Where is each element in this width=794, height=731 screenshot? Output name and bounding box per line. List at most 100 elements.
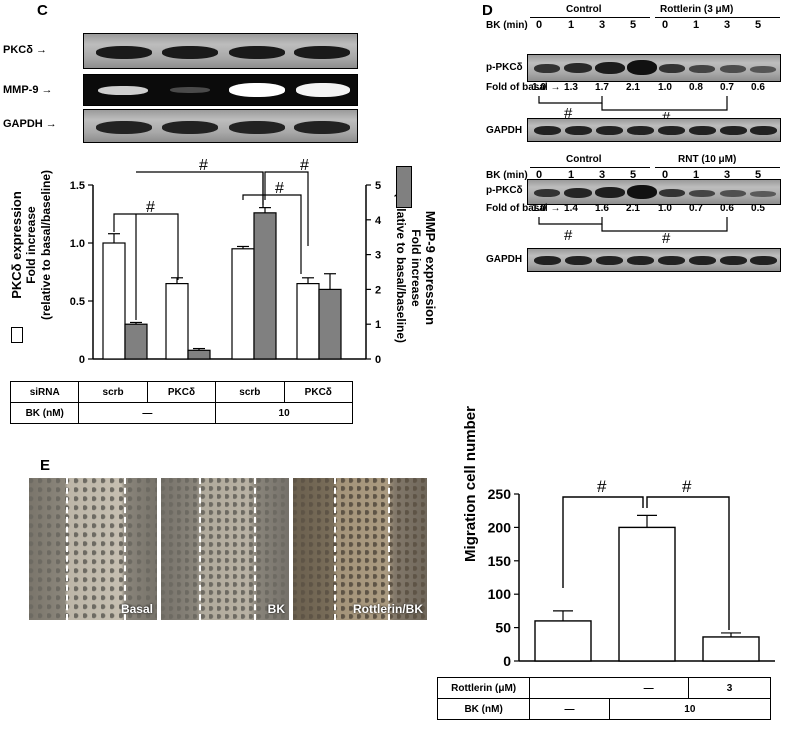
d-top-group1: Control — [566, 4, 602, 15]
chart-c-bar-mmp9 — [318, 288, 342, 360]
d-top-fold-value: 1.0 — [532, 82, 546, 93]
chart-e-tick-label: 200 — [488, 519, 512, 535]
table-c-cell: — — [78, 402, 217, 424]
table-c-cell: 10 — [215, 402, 353, 424]
gapdh-blot-label-c: GAPDH → — [3, 118, 57, 130]
d-top-fold-value: 1.0 — [658, 82, 672, 93]
micro-label-bk: BK — [267, 602, 285, 616]
micro-label-rottlerin-bk: Rottlerin/BK — [353, 602, 423, 616]
chart-c-left-tick-label: 1.5 — [70, 180, 85, 192]
micro-image-bk: BK — [161, 478, 289, 620]
d-bottom-time-label: 1 — [692, 169, 700, 181]
chart-c-right-tick-label: 0 — [375, 354, 381, 366]
d-top-fold-value: 1.7 — [595, 82, 609, 93]
chart-e-sig-mark: # — [597, 477, 607, 496]
d-bottom-bk-label: BK (min) — [486, 170, 528, 181]
pkcd-blot — [83, 33, 358, 69]
chart-c-bar-pkcd — [165, 283, 189, 360]
condition-table-e: Rottlerin (μM) — 3 BK (nM) — 10 — [436, 677, 772, 720]
d-top-gapdh-blot — [527, 118, 781, 142]
table-e-row1-label: Rottlerin (μM) — [436, 677, 531, 699]
chart-c-bar-mmp9 — [187, 349, 211, 360]
d-top-time-label: 0 — [535, 19, 543, 31]
table-c-cell: scrb — [78, 381, 148, 403]
chart-c-bracket — [113, 213, 179, 280]
chart-e-tick-label: 0 — [503, 653, 511, 669]
chart-c-bar-pkcd — [102, 242, 126, 360]
chart-c-bracket — [136, 171, 264, 208]
d-sig-mark: # — [564, 105, 573, 122]
d-sig-mark: # — [564, 227, 573, 244]
condition-table-c: siRNA scrb PKCδ scrb PKCδ BK (nM) — 10 — [9, 381, 354, 424]
chart-c-bracket — [264, 171, 309, 246]
d-bottom-group1: Control — [566, 154, 602, 165]
chart-c-sig-mark: # — [199, 157, 208, 174]
d-top-group2-line — [655, 17, 780, 18]
d-top-bk-label: BK (min) — [486, 20, 528, 31]
d-bottom-time-label: 5 — [629, 169, 637, 181]
chart-e-bar — [618, 526, 676, 662]
chart-c-right-tick-label: 5 — [375, 180, 381, 192]
table-e-cell: — — [609, 677, 690, 699]
panel-d-letter: D — [482, 2, 493, 19]
table-c-row1-label: siRNA — [9, 381, 80, 403]
pkcd-blot-label: PKCδ → — [3, 44, 47, 56]
gapdh-blot-c — [83, 109, 358, 143]
chart-c-left-tick-label: 0 — [79, 354, 85, 366]
chart-e-bar — [534, 620, 592, 662]
chart-e-tick-label: 150 — [488, 553, 512, 569]
chart-c-right-tick-label: 3 — [375, 250, 381, 262]
table-c-cell: scrb — [215, 381, 285, 403]
chart-e-tick-label: 100 — [488, 586, 512, 602]
d-bottom-fold-value: 0.5 — [751, 203, 765, 214]
table-e-cell: 10 — [608, 698, 772, 720]
chart-c-bar-pkcd — [296, 283, 320, 360]
d-bottom-group1-line — [530, 167, 650, 168]
d-bottom-time-label: 3 — [723, 169, 731, 181]
chart-e-ylabel: Migration cell number — [462, 406, 479, 562]
d-bracket — [601, 217, 728, 232]
chart-c-right-tick-label: 2 — [375, 284, 381, 296]
d-bottom-fold-value: 1.0 — [658, 203, 672, 214]
chart-e-bracket — [562, 496, 644, 588]
d-bottom-fold-value: 0.7 — [689, 203, 703, 214]
micro-image-basal: Basal — [29, 478, 157, 620]
legend-white-swatch — [11, 327, 23, 343]
mmp9-blot-label: MMP-9 → — [3, 84, 53, 96]
chart-c-left-tick-label: 1.0 — [70, 238, 85, 250]
mmp9-blot — [83, 74, 358, 106]
d-bottom-fold-value: 1.4 — [564, 203, 578, 214]
d-bottom-fold-value: 0.6 — [720, 203, 734, 214]
d-top-fold-value: 0.7 — [720, 82, 734, 93]
chart-e-tick-label: 50 — [495, 620, 511, 636]
chart-e-sig-mark: # — [682, 477, 692, 496]
d-bottom-fold-value: 2.1 — [626, 203, 640, 214]
d-top-pkcd-blot — [527, 54, 781, 82]
micro-label-basal: Basal — [120, 602, 153, 616]
chart-c-bar-mmp9 — [124, 323, 148, 360]
d-top-time-label: 1 — [692, 19, 700, 31]
d-bottom-pkcd-blot — [527, 179, 781, 205]
d-bottom-fold-value: 1.6 — [595, 203, 609, 214]
chart-c-sig-mark: # — [275, 180, 284, 197]
chart-c-bracket — [242, 194, 302, 274]
table-c-cell: PKCδ — [146, 381, 217, 403]
table-e-cell — [529, 677, 610, 699]
chart-e-bar — [702, 636, 760, 662]
d-bottom-fold-label: Fold of basal → — [486, 203, 561, 214]
d-bracket — [538, 96, 603, 104]
d-bracket — [538, 217, 603, 225]
d-top-fold-value: 2.1 — [626, 82, 640, 93]
d-bottom-time-label: 3 — [598, 169, 606, 181]
d-bottom-group2-line — [655, 167, 780, 168]
d-sig-mark: # — [662, 230, 671, 247]
d-bottom-gapdh-blot — [527, 248, 781, 272]
d-top-time-label: 5 — [754, 19, 762, 31]
panel-c-letter: C — [37, 2, 48, 19]
d-bottom-time-label: 0 — [661, 169, 669, 181]
d-bracket — [601, 96, 728, 111]
chart-c-right-tick-label: 4 — [375, 215, 382, 227]
chart-c-bar-mmp9 — [253, 212, 277, 360]
